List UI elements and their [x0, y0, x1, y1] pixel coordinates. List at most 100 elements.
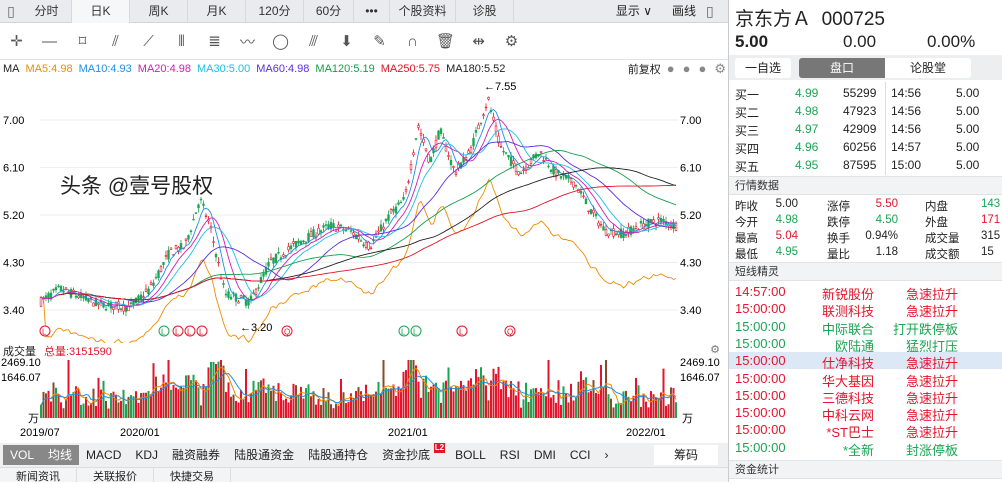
- text-icon[interactable]: ≣: [208, 33, 221, 50]
- settings-icon[interactable]: ⚙: [714, 60, 726, 76]
- settings-icon[interactable]: ⚙: [504, 33, 519, 50]
- tab-period[interactable]: 诊股: [456, 0, 514, 23]
- bottom-tab[interactable]: 新闻资讯: [0, 468, 77, 483]
- rect-icon[interactable]: ⌑: [78, 33, 87, 50]
- event-marker[interactable]: [184, 325, 196, 337]
- alert-stock[interactable]: 中科云网: [821, 408, 874, 424]
- alert-time[interactable]: 15:00:00: [735, 353, 786, 369]
- indicator-tab[interactable]: VOL: [3, 445, 42, 465]
- event-marker[interactable]: [398, 325, 410, 337]
- event-marker[interactable]: [158, 325, 170, 337]
- tab-period[interactable]: 个股资料: [390, 0, 456, 23]
- indicator-tab[interactable]: RSI: [499, 448, 520, 462]
- indicator-tab[interactable]: 陆股通持仓: [308, 448, 369, 462]
- trash-icon[interactable]: 🗑: [435, 33, 456, 50]
- arrow-down-icon[interactable]: ⬇: [340, 33, 353, 50]
- alert-stock[interactable]: 三德科技: [821, 390, 874, 406]
- draw-button[interactable]: 画线: [671, 4, 696, 18]
- tab-period[interactable]: •••: [354, 0, 390, 23]
- tab-forum[interactable]: 论股堂: [885, 58, 971, 78]
- volume-bar: [75, 386, 77, 418]
- indicator-tab[interactable]: ›: [604, 448, 609, 462]
- alert-time[interactable]: 15:00:00: [735, 301, 786, 317]
- move-icon[interactable]: ✛: [10, 33, 23, 50]
- settings-icon[interactable]: ⚙: [710, 344, 720, 356]
- bid-price[interactable]: 4.97: [795, 122, 819, 136]
- volume-bar: [282, 400, 285, 418]
- add-watchlist-button[interactable]: 一自选: [735, 58, 791, 78]
- panel-toggle-icon[interactable]: ▯: [706, 3, 714, 19]
- ma-label[interactable]: MA: [3, 62, 20, 75]
- compress-icon[interactable]: ⇹: [472, 33, 485, 50]
- alert-stock[interactable]: 联测科技: [821, 304, 874, 320]
- alert-stock[interactable]: *全新: [842, 442, 874, 458]
- event-marker[interactable]: [281, 325, 293, 337]
- alert-stock[interactable]: 仕净科技: [821, 356, 874, 372]
- zoom-out-icon[interactable]: ●: [666, 61, 675, 76]
- event-marker[interactable]: [196, 325, 208, 337]
- line-icon[interactable]: —: [42, 32, 57, 50]
- bottom-tab[interactable]: 关联报价: [77, 468, 154, 483]
- alert-stock[interactable]: 欧陆通: [834, 338, 874, 354]
- indicator-tab[interactable]: 陆股通资金: [234, 448, 295, 462]
- bid-price[interactable]: 4.98: [795, 104, 819, 118]
- event-marker[interactable]: [504, 325, 516, 337]
- kline-chart[interactable]: 7.00 7.00 6.10 6.10 5.20 5.20 4.30 4.30 3.40 3.40…: [0, 77, 728, 343]
- alert-time[interactable]: 15:00:00: [735, 387, 786, 403]
- indicator-tab[interactable]: 融资融券: [172, 448, 221, 462]
- indicator-tab[interactable]: MACD: [86, 448, 122, 462]
- volume-bar: [670, 387, 672, 418]
- cycle-icon[interactable]: ◯: [272, 33, 289, 50]
- alert-time[interactable]: 14:57:00: [735, 284, 786, 299]
- display-dropdown[interactable]: 显示 ∨: [615, 4, 652, 18]
- bottom-tab[interactable]: 快捷交易: [154, 468, 231, 483]
- alert-time[interactable]: 15:00:00: [735, 422, 786, 438]
- event-marker[interactable]: [456, 325, 468, 337]
- indicator-tab[interactable]: DMI: [533, 448, 556, 462]
- segment-icon[interactable]: ⟋: [143, 32, 154, 50]
- alert-stock[interactable]: 中际联合: [821, 321, 874, 337]
- alert-time[interactable]: 15:00:00: [735, 335, 786, 351]
- event-marker[interactable]: [410, 325, 422, 337]
- alert-time[interactable]: 15:00:00: [735, 318, 786, 334]
- alert-time[interactable]: 15:00:00: [735, 370, 786, 386]
- volume-chart[interactable]: 2469.10 2469.10 1646.07 1646.07 万 万 2019/07 202…: [0, 358, 728, 443]
- sidebar-toggle-icon[interactable]: ▯: [7, 3, 15, 19]
- gann-icon[interactable]: ⫻: [309, 32, 318, 50]
- bid-price[interactable]: 4.99: [795, 86, 819, 100]
- tab-period[interactable]: 分时: [22, 0, 72, 23]
- tab-period[interactable]: 60分: [304, 0, 354, 23]
- alert-time[interactable]: 15:00:00: [735, 405, 786, 421]
- indicator-tab[interactable]: BOLL: [455, 448, 486, 462]
- event-marker[interactable]: [172, 325, 184, 337]
- event-marker[interactable]: [39, 325, 51, 337]
- alert-stock[interactable]: 华大基因: [821, 373, 874, 389]
- volume-bar: [595, 392, 597, 418]
- eraser-icon[interactable]: ✎: [373, 33, 386, 50]
- bid-price[interactable]: 4.95: [795, 158, 819, 172]
- section-funds[interactable]: 资金统计: [729, 460, 1002, 479]
- fan-icon[interactable]: ⫽: [112, 32, 119, 50]
- tab-period[interactable]: 月K: [188, 0, 246, 23]
- tab-orderbook[interactable]: 盘口: [799, 58, 885, 78]
- indicator-tab[interactable]: 均线: [41, 445, 80, 465]
- period-lines-icon[interactable]: ⦀: [178, 32, 185, 50]
- alert-stock[interactable]: 新锐股份: [821, 287, 874, 302]
- alert-time[interactable]: 15:00:00: [735, 439, 786, 455]
- bid-price[interactable]: 4.96: [795, 140, 819, 154]
- wave-icon[interactable]: 〰: [239, 33, 255, 51]
- adjust-dropdown[interactable]: 前复权: [627, 63, 661, 76]
- alert-type: 急速拉升: [905, 408, 958, 424]
- chips-button[interactable]: 筹码: [653, 445, 718, 465]
- alert-stock[interactable]: *ST巴士: [826, 425, 874, 441]
- zoom-in-icon[interactable]: ●: [682, 61, 691, 76]
- indicator-tab[interactable]: CCI: [569, 448, 591, 462]
- magnet-icon[interactable]: ∩: [407, 32, 418, 50]
- indicator-tab[interactable]: 资金抄底 L2: [382, 443, 446, 462]
- indicator-tab[interactable]: KDJ: [135, 448, 159, 462]
- tab-period[interactable]: 日K: [72, 0, 130, 23]
- ma-value: MA5:4.98: [25, 62, 73, 75]
- tab-period[interactable]: 120分: [246, 0, 304, 23]
- tab-period[interactable]: 周K: [130, 0, 188, 23]
- collapse-icon[interactable]: ●: [698, 61, 707, 76]
